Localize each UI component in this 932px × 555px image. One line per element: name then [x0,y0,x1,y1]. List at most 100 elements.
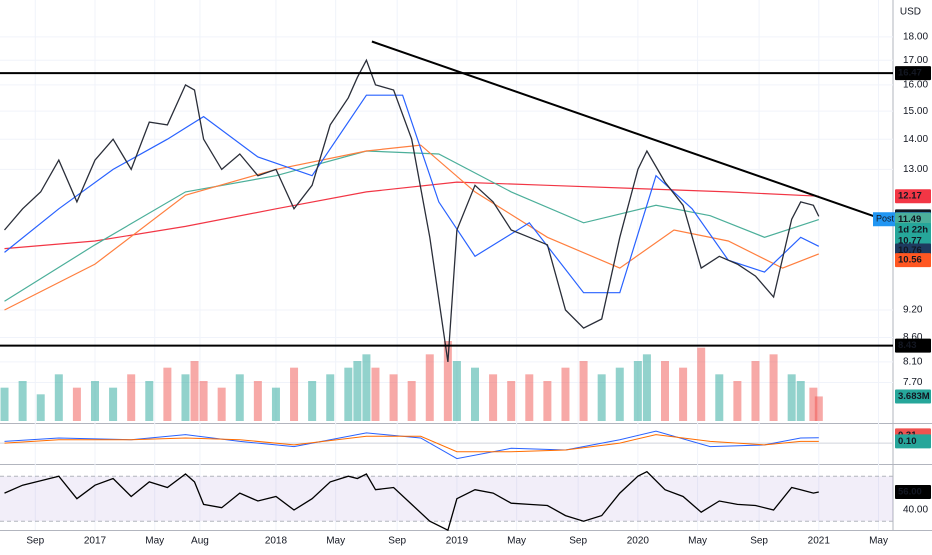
x-tick-label: Aug [191,536,209,547]
currency: USD [900,7,921,18]
volume-bar [443,341,452,421]
x-tick-label: 2020 [627,536,650,547]
volume-bar [353,361,362,421]
volume-bar [145,381,154,421]
volume-bar [72,387,81,421]
volume-bar [0,387,9,421]
volume-bar [54,374,63,421]
volume-bar [407,381,416,421]
volume-bar [633,361,642,421]
price-badge-label: 10.56 [898,255,922,266]
price-badge-label: 11.49 [898,214,921,225]
volume-bar [91,381,99,421]
trendline [371,40,894,224]
price-badge-label: 16.47 [898,68,922,79]
y-tick-label: 7.70 [903,377,923,388]
price-badge-label: 8.43 [898,340,917,351]
x-tick-label: 2018 [265,536,288,547]
macd-line [4,430,819,460]
x-tick-label: May [507,536,526,547]
volume-bar [163,367,172,421]
y-tick-label: 9.20 [903,305,923,316]
x-tick-label: May [326,536,345,547]
price-badge [895,253,931,268]
price-badge [895,66,931,81]
volume-bar [235,374,244,421]
rsi-line [4,470,819,532]
volume-bar [18,381,27,421]
volume-bar [217,387,226,421]
x-tick-label: Sep [26,536,44,547]
price-badge-label: 56.00 [898,487,922,498]
badge-tag [873,212,895,227]
price-badge-label: 0.10 [898,436,917,447]
volume-bar [769,354,778,421]
volume-bar [787,374,796,421]
volume-bar [371,367,380,421]
price-line [4,58,820,362]
price-badge-label: 10.77 [898,236,922,247]
price-badge-label: 12.17 [898,191,922,202]
volume-bar [36,394,45,421]
rsi-band [0,476,893,522]
volume-bar [308,381,317,421]
moving-average [4,181,819,250]
volume-bar [199,381,208,421]
volume-bar [796,381,805,421]
volume-bar [809,387,818,421]
volume-bar [615,367,624,421]
volume-bar [561,367,570,421]
volume-bar [489,374,498,421]
volume-bar [362,354,371,421]
volume-bar [253,381,262,421]
x-tick-label: 2019 [446,536,469,547]
y-tick-label: 13.00 [903,164,928,175]
price-badge [895,189,931,204]
x-tick-label: 2021 [808,536,831,547]
x-tick-label: May [688,536,707,547]
volume-bar [181,374,190,421]
volume-bar [525,374,534,421]
y-tick-label: 8.10 [903,357,923,368]
badge-tag-label: Post [876,214,895,224]
y-tick-label: 8.60 [903,332,923,343]
volume-bar [715,374,724,421]
moving-average [4,150,819,302]
x-tick-label: 2017 [84,536,107,547]
price-badge [895,222,931,237]
x-tick-label: May [145,536,164,547]
x-tick-label: May [869,536,888,547]
volume-bar [109,387,118,421]
x-tick-label: Sep [388,536,406,547]
y-tick-label: 17.00 [903,55,928,66]
moving-average [4,144,820,311]
y-tick-label: 15.00 [903,106,928,117]
volume-bar [697,347,706,421]
volume-bar [452,361,461,421]
price-badge [895,389,931,404]
rsi-tick-label: 40.00 [903,505,928,516]
price-badge-label: 1d 22h [898,225,928,236]
volume-bar [290,367,299,421]
macd-line [4,434,819,453]
price-badge [895,484,931,499]
x-tick-label: Sep [569,536,587,547]
price-badge [895,338,931,353]
volume-bar [579,361,588,421]
volume-bar [507,381,516,421]
price-badge-label: 3.683M [898,391,930,402]
volume-bar [190,361,199,421]
x-tick-label: Sep [750,536,768,547]
volume-bar [814,396,823,421]
volume-bar [751,361,760,421]
volume-bar [661,361,669,421]
volume-bar [344,367,353,421]
volume-bar [326,374,335,421]
volume-bar [679,367,688,421]
volume-bar [127,374,136,421]
price-badge-label: 10.76 [898,245,922,256]
y-tick-label: 16.00 [903,79,928,90]
volume-bar [389,374,398,421]
